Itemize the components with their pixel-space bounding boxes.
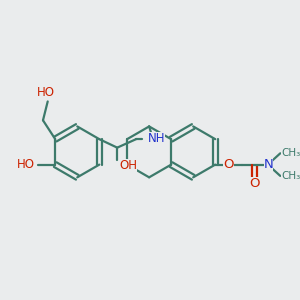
Text: HO: HO	[16, 158, 34, 171]
Text: N: N	[264, 158, 273, 171]
Text: NH: NH	[148, 132, 165, 145]
Text: CH₃: CH₃	[281, 148, 300, 158]
Text: OH: OH	[119, 159, 137, 172]
Text: HO: HO	[37, 86, 55, 100]
Text: O: O	[250, 177, 260, 190]
Text: CH₃: CH₃	[281, 171, 300, 181]
Text: O: O	[223, 158, 234, 171]
